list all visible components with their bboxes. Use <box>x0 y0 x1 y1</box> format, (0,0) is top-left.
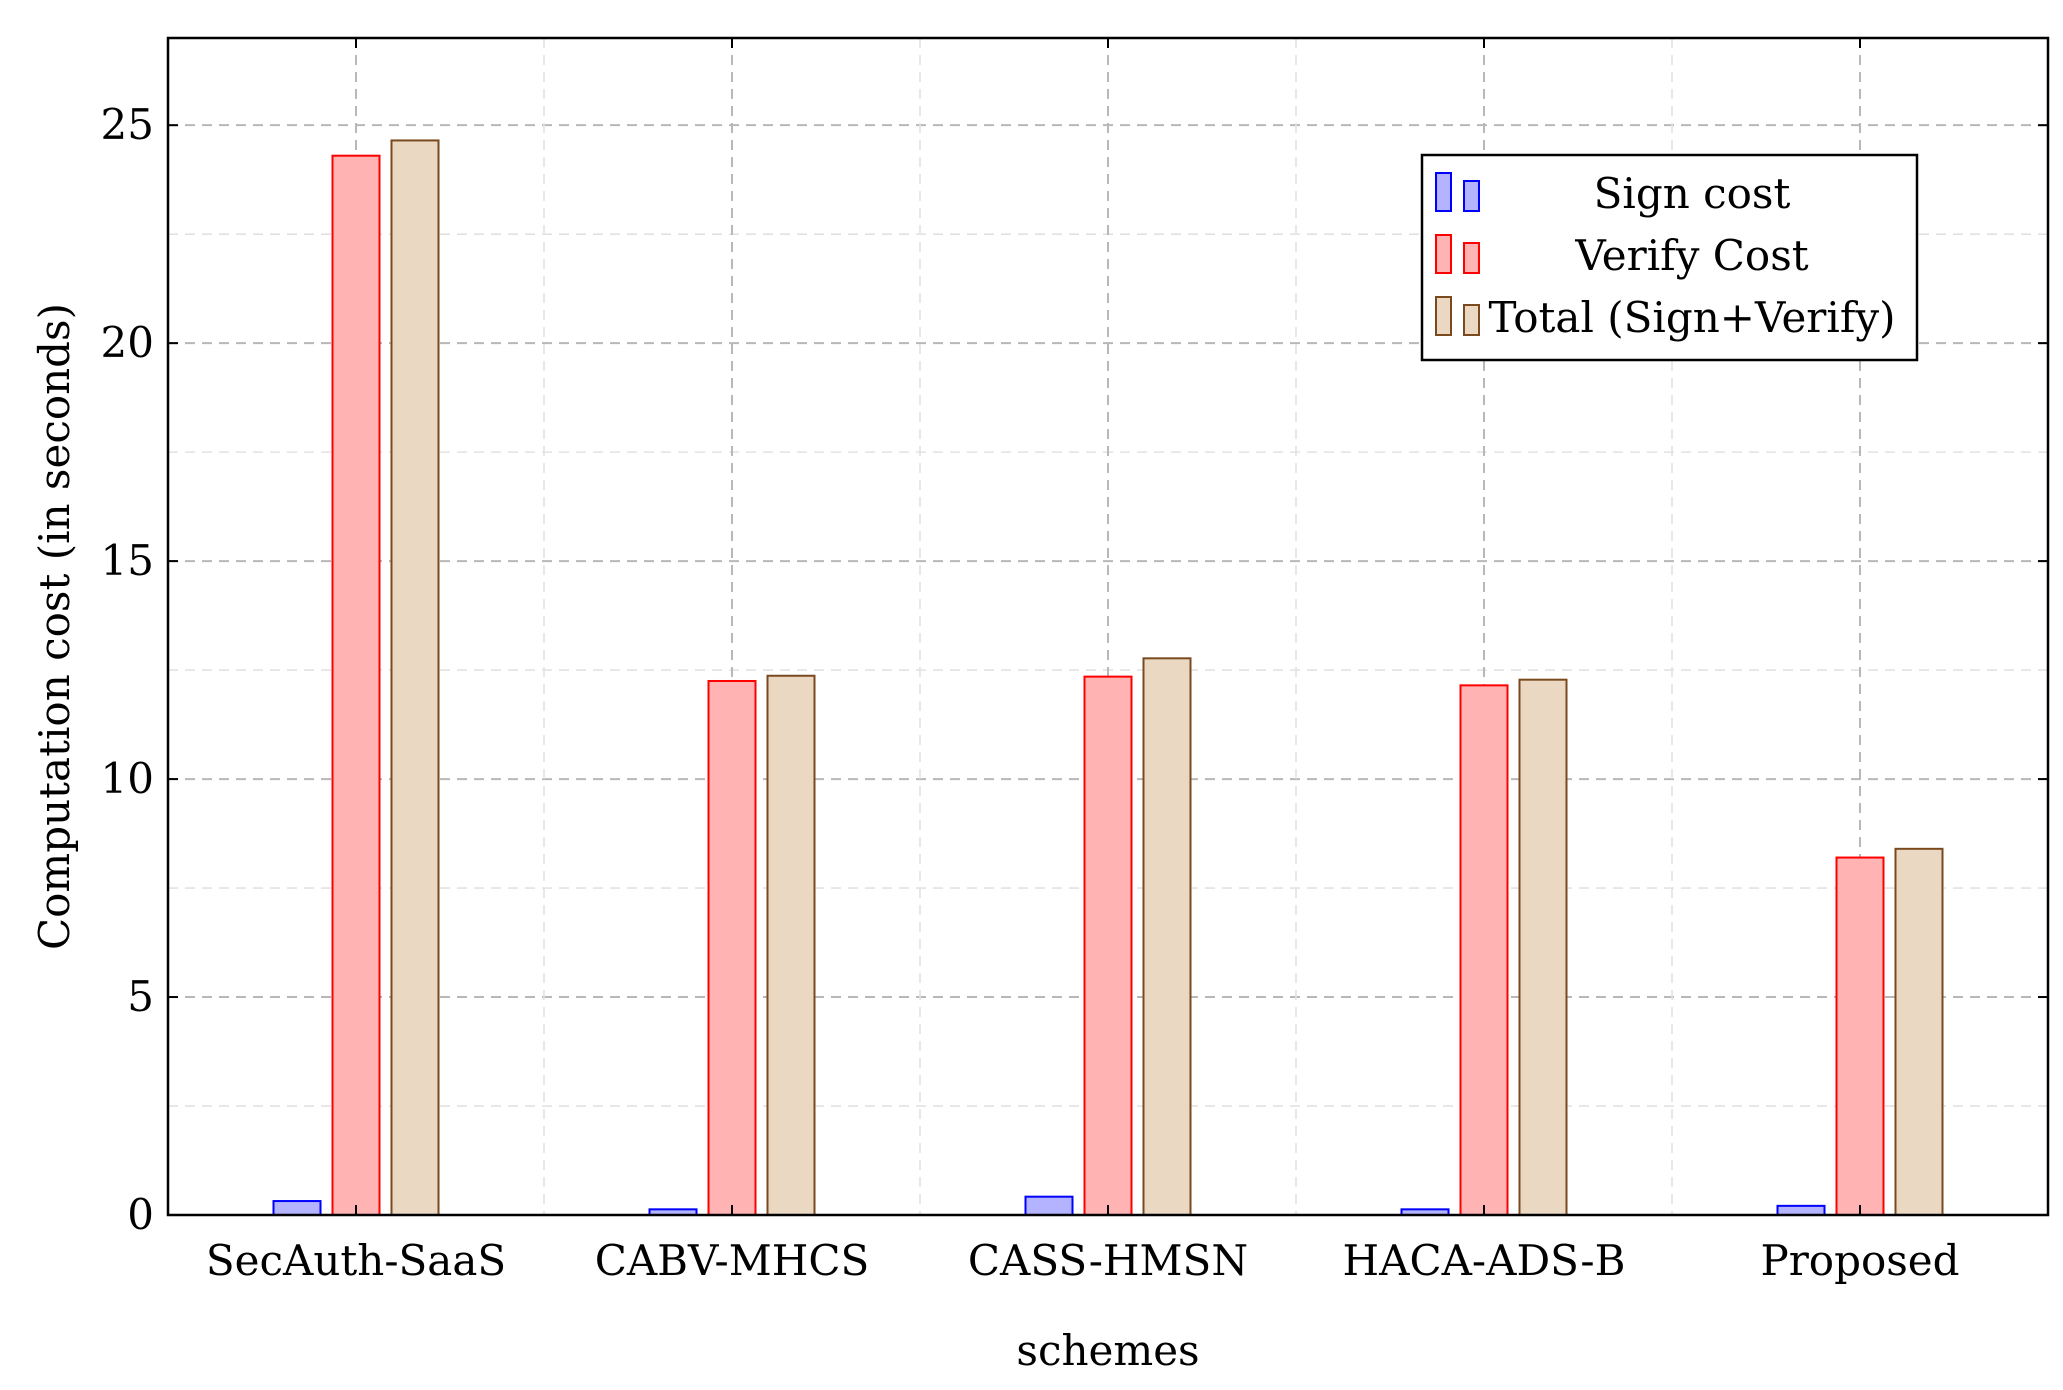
x-axis-label: schemes <box>1016 1326 1199 1375</box>
legend: Sign cost Verify Cost Total (Sign+Verify) <box>1420 153 1919 362</box>
legend-swatch <box>1435 172 1452 212</box>
bar-total-sign-verify-cabv-mhcs <box>766 674 816 1216</box>
bar-total-sign-verify-secauth-saas <box>390 139 440 1216</box>
x-tick-label: CASS-HMSN <box>968 1236 1248 1285</box>
y-tick-label: 15 <box>101 536 154 585</box>
legend-swatch <box>1463 180 1480 212</box>
legend-label: Sign cost <box>1594 169 1791 218</box>
bar-total-sign-verify-proposed <box>1894 847 1944 1216</box>
legend-swatch <box>1435 234 1452 274</box>
x-tick-label: Proposed <box>1760 1236 1959 1285</box>
bar-total-sign-verify-cass-hmsn <box>1142 657 1192 1216</box>
legend-label: Verify Cost <box>1574 231 1808 280</box>
x-tick-label: HACA-ADS-B <box>1343 1236 1626 1285</box>
bar-verify-cost-cass-hmsn <box>1083 675 1133 1216</box>
legend-swatch <box>1463 304 1480 336</box>
legend-label: Total (Sign+Verify) <box>1489 293 1896 342</box>
bar-sign-cost-cass-hmsn <box>1024 1195 1074 1217</box>
bar-verify-cost-cabv-mhcs <box>707 679 757 1216</box>
bar-sign-cost-proposed <box>1776 1204 1826 1217</box>
axis-ticks: 0 5 10 15 20 25 SecAuth-SaaS CABV-MHCS CASS-HMSN… <box>101 38 2048 1285</box>
y-tick-label: 25 <box>101 100 154 149</box>
legend-box <box>1420 153 1919 362</box>
bar-verify-cost-haca-ads-b <box>1459 684 1509 1216</box>
x-tick-label: SecAuth-SaaS <box>206 1236 506 1285</box>
legend-swatch <box>1435 296 1452 336</box>
y-tick-label: 5 <box>127 972 154 1021</box>
y-tick-label: 10 <box>101 754 154 803</box>
y-tick-label: 0 <box>127 1190 154 1239</box>
y-tick-label: 20 <box>101 318 154 367</box>
bar-sign-cost-secauth-saas <box>272 1200 322 1217</box>
x-tick-label: CABV-MHCS <box>595 1236 870 1285</box>
y-axis-label: Computation cost (in seconds) <box>30 303 79 950</box>
legend-swatch <box>1463 242 1480 274</box>
bar-total-sign-verify-haca-ads-b <box>1518 678 1568 1216</box>
bar-verify-cost-proposed <box>1835 856 1885 1216</box>
bar-verify-cost-secauth-saas <box>331 154 381 1217</box>
bars <box>272 139 1944 1217</box>
